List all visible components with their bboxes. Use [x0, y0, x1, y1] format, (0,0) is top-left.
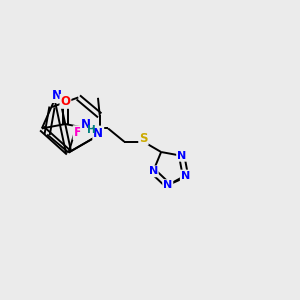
Text: N: N	[81, 118, 91, 131]
Text: N: N	[148, 167, 158, 176]
Text: S: S	[139, 132, 148, 145]
Text: N: N	[52, 89, 61, 102]
Text: O: O	[60, 95, 70, 108]
Text: F: F	[74, 126, 82, 139]
Text: H: H	[87, 125, 95, 135]
Text: N: N	[93, 127, 103, 140]
Text: N: N	[181, 170, 190, 181]
Text: N: N	[177, 151, 186, 161]
Text: N: N	[163, 180, 172, 190]
